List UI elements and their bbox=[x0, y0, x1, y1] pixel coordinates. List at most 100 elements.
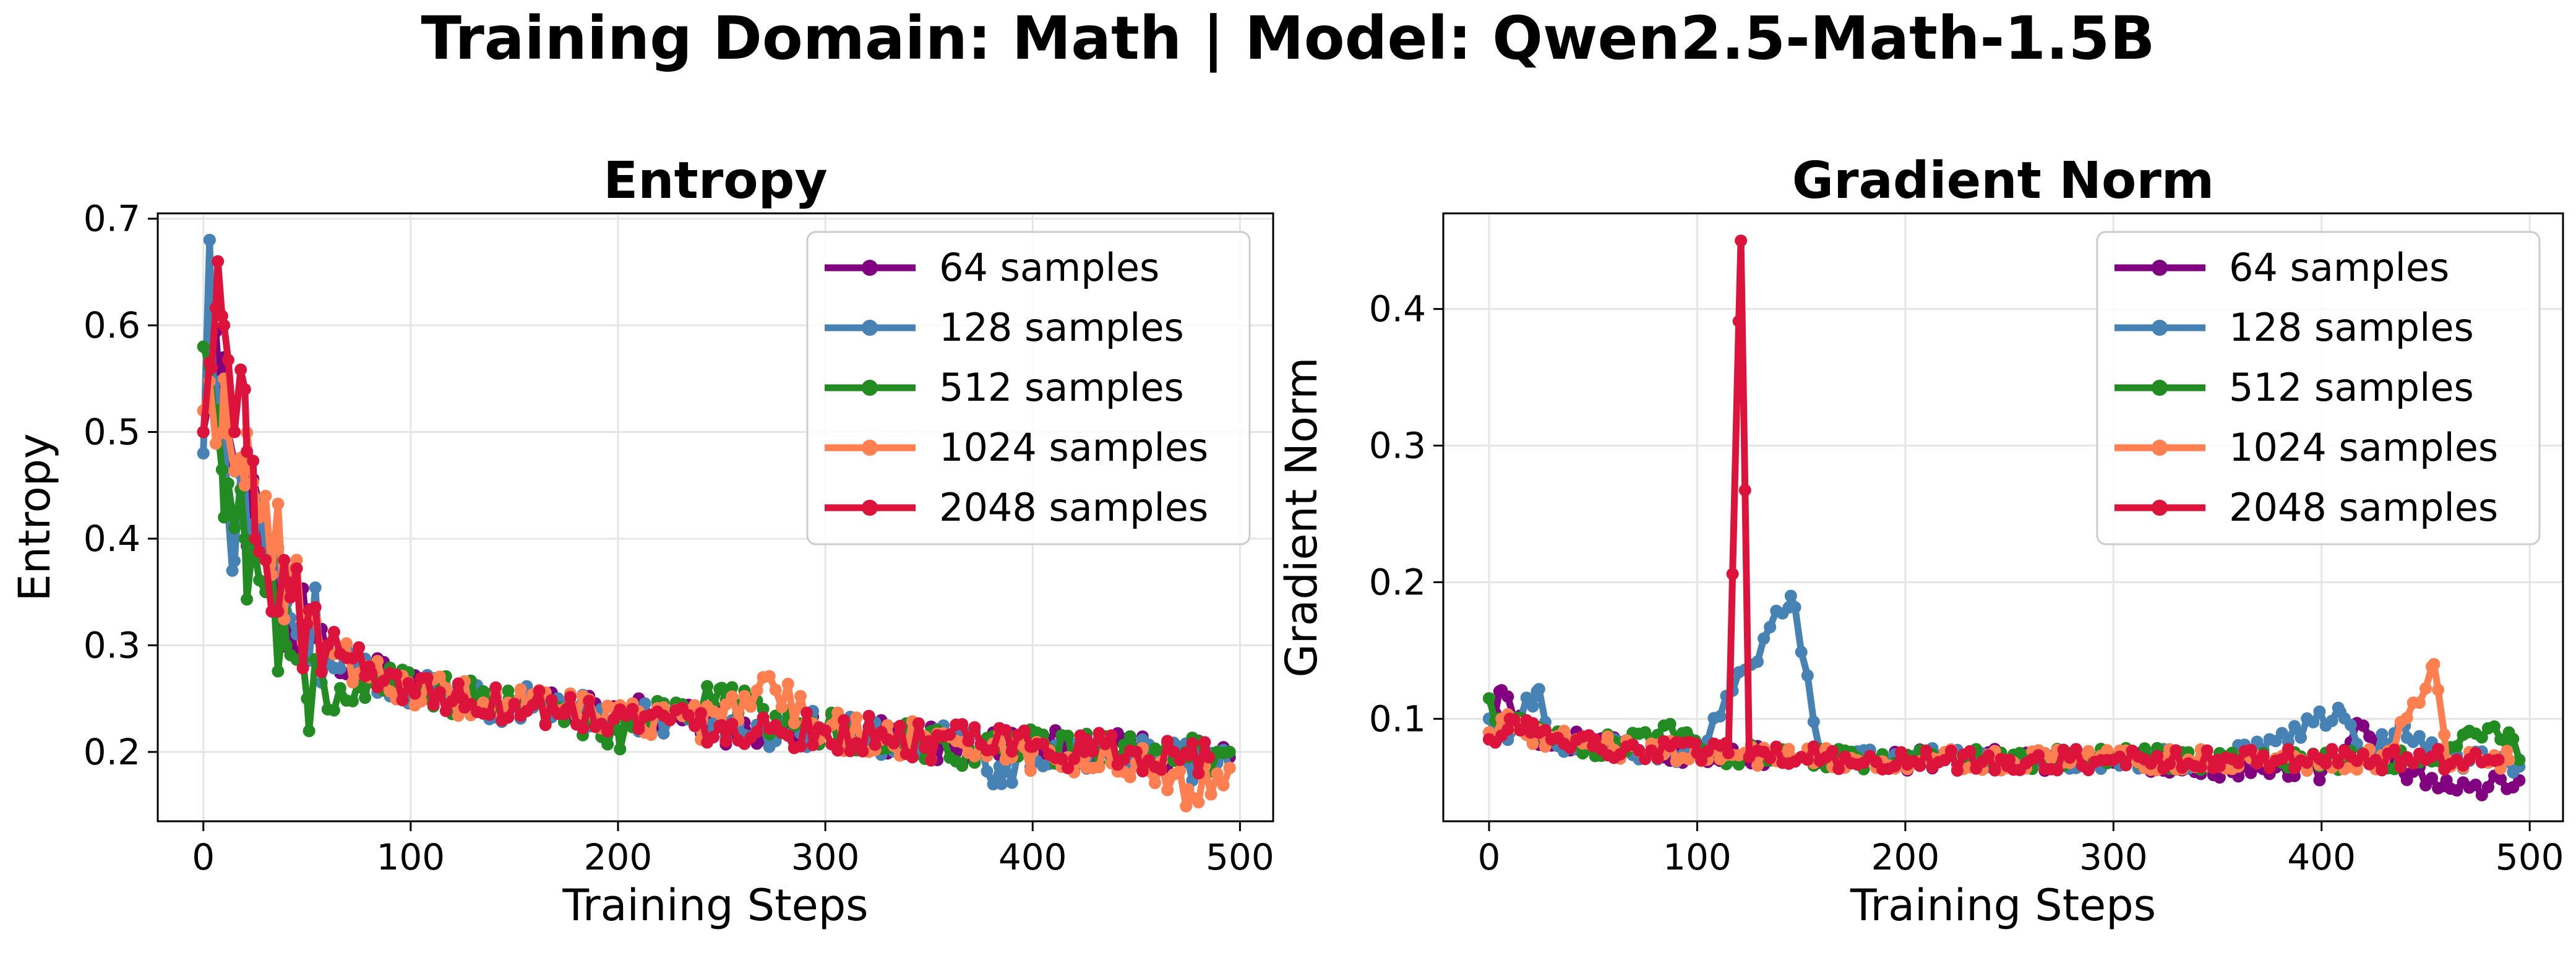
data-point bbox=[533, 685, 546, 698]
data-point bbox=[1832, 763, 1845, 776]
data-point bbox=[2163, 758, 2176, 771]
data-point bbox=[272, 665, 285, 678]
data-point bbox=[1018, 724, 1031, 737]
data-point bbox=[1192, 796, 1205, 809]
x-tick-label: 200 bbox=[1871, 836, 1940, 878]
legend-item: 2048 samples bbox=[2114, 485, 2498, 530]
data-point bbox=[1722, 746, 1735, 759]
data-point bbox=[1807, 716, 1820, 729]
data-point bbox=[249, 532, 262, 545]
figure-title: Training Domain: Math | Model: Qwen2.5-M… bbox=[421, 4, 2155, 74]
data-point bbox=[757, 711, 770, 724]
data-point bbox=[315, 665, 328, 678]
x-tick-label: 0 bbox=[192, 836, 215, 878]
data-point bbox=[2295, 731, 2308, 744]
data-point bbox=[439, 704, 452, 717]
data-point bbox=[2507, 732, 2520, 745]
entropy-legend: 64 samples 128 samples 512 samples 1024 sam… bbox=[806, 231, 1251, 545]
data-point bbox=[726, 690, 739, 703]
data-point bbox=[2481, 780, 2494, 793]
entropy-panel: 0 100 200 300 400 500 0.2 0.3 0.4 0.5 0.6 0.7 Entrop… bbox=[9, 152, 1274, 931]
data-point bbox=[433, 686, 446, 699]
data-point bbox=[2502, 753, 2515, 766]
legend-item: 64 samples bbox=[825, 245, 1159, 290]
legend-label: 1024 samples bbox=[939, 425, 1208, 470]
data-point bbox=[1801, 753, 1814, 766]
data-point bbox=[301, 618, 314, 630]
legend-label: 64 samples bbox=[939, 245, 1159, 290]
data-point bbox=[1526, 737, 1539, 750]
x-tick-label: 400 bbox=[998, 836, 1067, 878]
data-point bbox=[1938, 754, 1951, 767]
data-point bbox=[577, 722, 589, 735]
data-point bbox=[228, 425, 241, 438]
data-point bbox=[632, 722, 645, 735]
data-point bbox=[238, 383, 251, 396]
data-point bbox=[2119, 759, 2132, 772]
data-point bbox=[1751, 656, 1764, 668]
x-tick-label: 300 bbox=[791, 836, 860, 878]
data-point bbox=[626, 703, 639, 716]
data-point bbox=[2413, 730, 2426, 743]
data-point bbox=[2394, 760, 2407, 773]
legend-marker bbox=[2152, 380, 2168, 396]
legend-marker bbox=[862, 440, 878, 456]
data-point bbox=[1130, 745, 1143, 758]
legend-box bbox=[806, 231, 1251, 545]
data-point bbox=[1062, 761, 1075, 774]
data-point bbox=[280, 639, 293, 652]
data-point bbox=[999, 724, 1012, 737]
data-point bbox=[2428, 658, 2441, 670]
data-point bbox=[333, 682, 346, 694]
data-point bbox=[1483, 692, 1495, 705]
data-point bbox=[2003, 753, 2016, 766]
data-point bbox=[1182, 749, 1195, 762]
x-tick-label: 400 bbox=[2287, 836, 2356, 878]
data-point bbox=[301, 692, 314, 705]
data-point bbox=[1964, 745, 1977, 758]
legend-item: 1024 samples bbox=[825, 425, 1208, 470]
data-point bbox=[744, 700, 757, 713]
data-point bbox=[1784, 589, 1797, 602]
data-point bbox=[2438, 729, 2451, 741]
data-point bbox=[1514, 724, 1527, 737]
data-point bbox=[1920, 745, 1933, 758]
data-point bbox=[526, 699, 539, 712]
x-tick-label: 300 bbox=[2079, 836, 2148, 878]
data-point bbox=[1988, 764, 2001, 777]
data-point bbox=[1037, 737, 1049, 750]
data-point bbox=[215, 309, 228, 322]
data-point bbox=[1795, 646, 1808, 659]
data-point bbox=[807, 738, 819, 751]
data-point bbox=[396, 694, 409, 707]
data-point bbox=[657, 727, 670, 740]
data-point bbox=[2432, 683, 2445, 696]
data-point bbox=[421, 672, 434, 685]
data-point bbox=[1055, 753, 1068, 766]
x-tick-label: 500 bbox=[1206, 836, 1274, 878]
legend-item: 64 samples bbox=[2114, 245, 2449, 290]
data-point bbox=[1526, 717, 1539, 730]
gradient-norm-title: Gradient Norm bbox=[1792, 152, 2214, 210]
data-point bbox=[278, 553, 291, 566]
legend-label: 512 samples bbox=[2229, 365, 2474, 410]
data-point bbox=[1501, 723, 1514, 736]
data-point bbox=[912, 717, 925, 730]
data-point bbox=[303, 725, 316, 737]
data-point bbox=[221, 477, 234, 490]
data-point bbox=[296, 662, 309, 675]
data-point bbox=[719, 735, 732, 748]
data-point bbox=[715, 682, 728, 694]
data-point bbox=[981, 765, 994, 778]
data-point bbox=[452, 677, 465, 690]
legend-marker bbox=[2152, 260, 2168, 276]
data-point bbox=[995, 777, 1008, 790]
data-point bbox=[365, 667, 378, 680]
data-point bbox=[1223, 745, 1236, 758]
data-point bbox=[205, 362, 218, 375]
data-point bbox=[1782, 743, 1795, 756]
data-point bbox=[483, 708, 496, 721]
data-point bbox=[1508, 713, 1521, 726]
data-point bbox=[1695, 754, 1708, 767]
data-point bbox=[831, 744, 844, 757]
